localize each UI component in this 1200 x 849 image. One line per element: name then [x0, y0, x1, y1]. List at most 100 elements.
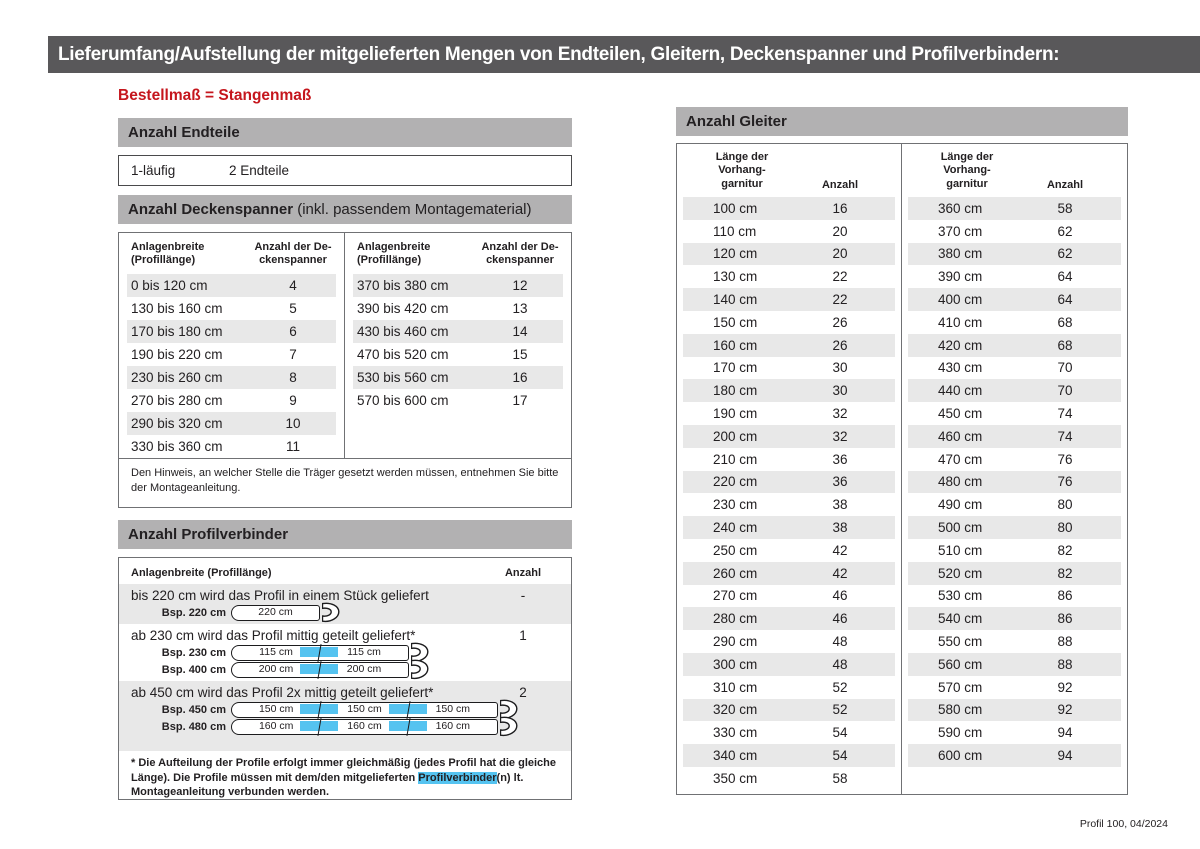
table-cell: 22 [832, 292, 848, 308]
table-row: 380 cm 62 [908, 242, 1121, 266]
endteile-value: 2 Endteile [229, 163, 290, 178]
table-cell: 70 [1057, 383, 1073, 399]
footnote-highlight: Profilverbinder [418, 771, 497, 784]
table-cell: 22 [832, 269, 848, 285]
table-cell: 52 [832, 679, 848, 695]
table-cell: 170 bis 180 cm [131, 324, 223, 339]
table-row: 470 cm 76 [908, 448, 1121, 471]
table-row: 170 cm 30 [683, 357, 895, 380]
table-row: 360 cm 58 [908, 197, 1121, 220]
example-length-label: Bsp. 400 cm [161, 663, 226, 676]
profile-rail: 150 cm 150 cm 150 cm [231, 700, 498, 719]
profile-segment-length: 115 cm [347, 645, 381, 658]
table-row: 540 cm 86 [908, 607, 1121, 631]
table-row: 120 cm 20 [683, 242, 895, 266]
table-row: 150 cm 26 [683, 311, 895, 334]
deckenspanner-heading-suffix: (inkl. passendem Montagematerial) [293, 201, 532, 218]
table-cell: 82 [1057, 565, 1073, 581]
table-cell: 48 [832, 656, 848, 672]
table-row: 130 cm 22 [683, 265, 895, 288]
table-row: 470 bis 520 cm 15 [353, 343, 563, 366]
table-cell: 260 cm [713, 565, 758, 581]
table-cell: 450 cm [938, 406, 983, 422]
profile-segment-length: 150 cm [258, 702, 294, 715]
deckenspanner-table-header: Anlagenbreite (Profillänge) Anzahl der D… [127, 241, 336, 267]
deckenspanner-table-left: Anlagenbreite (Profillänge) Anzahl der D… [119, 233, 345, 458]
table-cell: 270 cm [713, 588, 758, 604]
table-cell: 170 cm [713, 360, 758, 376]
count-value: - [520, 588, 526, 603]
table-row: 350 cm 58 [683, 767, 895, 790]
column-header-anlagenbreite: Anlagenbreite (Profillänge) [357, 241, 431, 266]
table-cell: 140 cm [713, 292, 758, 308]
table-cell: 54 [832, 725, 848, 741]
table-cell: 150 cm [713, 314, 758, 330]
profile-segment-length: 160 cm [347, 719, 382, 732]
table-row: 440 cm 70 [908, 379, 1121, 403]
table-cell: 330 bis 360 cm [131, 439, 223, 454]
deckenspanner-heading-bold: Anzahl Deckenspanner [128, 201, 294, 218]
table-cell: 88 [1057, 634, 1073, 650]
profilverbinder-row-3: ab 450 cm wird das Profil 2x mittig gete… [119, 681, 571, 751]
column-header-anzahl-deckenspanner: Anzahl der De- ckenspanner [481, 241, 559, 266]
table-cell: 80 [1057, 497, 1073, 513]
table-cell: 330 cm [713, 725, 758, 741]
profilverbinder-connector [300, 703, 338, 714]
table-row: 320 cm 52 [683, 698, 895, 722]
table-row: 460 cm 74 [908, 424, 1121, 448]
rule-text: ab 450 cm wird das Profil 2x mittig gete… [131, 685, 434, 700]
gleiter-table-header: Länge der Vorhang- garnitur Anzahl [902, 144, 1127, 197]
deckenspanner-tables: Anlagenbreite (Profillänge) Anzahl der D… [119, 233, 571, 458]
column-header-laenge-vorhanggarnitur: Länge der Vorhang- garnitur [715, 150, 769, 190]
table-cell: 130 cm [713, 269, 758, 285]
table-row: 310 cm 52 [683, 676, 895, 699]
table-cell: 12 [512, 278, 528, 293]
footnote-text: * Die Aufteilung der Profile erfolgt imm… [131, 757, 557, 784]
rule-text: bis 220 cm wird das Profil in einem Stüc… [131, 588, 429, 603]
profilverbinder-header: Anlagenbreite (Profillänge) Anzahl [119, 558, 571, 584]
table-row: 140 cm 22 [683, 288, 895, 311]
table-row: 240 cm 38 [683, 516, 895, 539]
table-row: 200 cm 32 [683, 424, 895, 448]
table-cell: 58 [1057, 200, 1073, 216]
table-cell: 440 cm [938, 383, 983, 399]
table-cell: 420 cm [938, 337, 983, 353]
table-row: 530 cm 86 [908, 585, 1121, 608]
table-row: 430 bis 460 cm 14 [353, 320, 563, 343]
deckenspanner-note-text: Den Hinweis, an welcher Stelle die Träge… [131, 467, 559, 494]
table-cell: 42 [832, 565, 848, 581]
column-header-anzahl: Anzahl [821, 179, 859, 191]
table-row: 340 cm 54 [683, 744, 895, 767]
table-cell: 64 [1057, 269, 1073, 285]
deckenspanner-rows-left: 0 bis 120 cm 4 130 bis 160 cm 5 170 bis 180 … [127, 274, 336, 458]
table-cell: 5 [289, 301, 297, 316]
profilverbinder-connector [389, 720, 427, 731]
table-row: 570 bis 600 cm 17 [353, 389, 563, 412]
table-cell: 0 bis 120 cm [131, 278, 208, 293]
endteile-type-label: 1-läufig [131, 163, 176, 178]
table-cell: 210 cm [713, 451, 758, 467]
column-header-anzahl-deckenspanner: Anzahl der De- ckenspanner [254, 241, 332, 266]
profilverbinder-row-text: ab 450 cm wird das Profil 2x mittig gete… [119, 683, 571, 701]
profile-rail: 115 cm 115 cm [231, 643, 409, 662]
profile-example-diagram: Bsp. 400 cm 200 cm 200 cm [119, 659, 571, 680]
profile-end-hook-icon [321, 602, 340, 623]
table-row: 300 cm 48 [683, 652, 895, 676]
table-row: 280 cm 46 [683, 607, 895, 631]
table-cell: 92 [1057, 702, 1073, 718]
table-cell: 42 [832, 542, 848, 558]
column-header-anlagenbreite: Anlagenbreite (Profillänge) [131, 241, 205, 266]
left-column: Bestellmaß = Stangenmaß Anzahl Endteile … [118, 85, 572, 800]
table-cell: 86 [1057, 588, 1073, 604]
table-cell: 320 cm [713, 702, 758, 718]
table-cell: 290 cm [713, 634, 758, 650]
table-cell: 82 [1057, 542, 1073, 558]
column-header-anzahl: Anzahl [1046, 179, 1084, 191]
table-cell: 38 [832, 520, 848, 536]
table-cell: 310 cm [713, 679, 758, 695]
profilverbinder-connector [300, 663, 338, 674]
profilverbinder-connector [300, 646, 338, 657]
footnote-text: (n) lt. Montageanleitung verbunden werde… [131, 771, 524, 799]
rule-text: ab 230 cm wird das Profil mittig geteilt… [131, 628, 416, 643]
table-cell: 26 [832, 337, 848, 353]
